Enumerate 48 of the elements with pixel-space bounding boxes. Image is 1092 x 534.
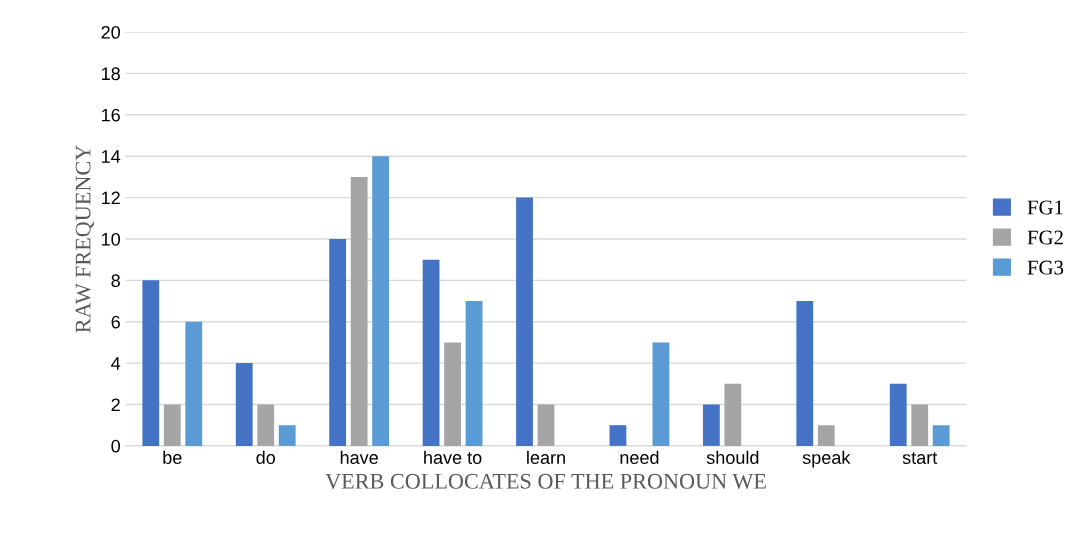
bar — [257, 404, 275, 446]
bar — [537, 404, 555, 446]
y-tick-label: 10 — [102, 232, 121, 246]
bar — [329, 238, 347, 446]
y-tick-label: 0 — [111, 439, 121, 453]
x-tick-label: start — [902, 452, 938, 465]
bar — [185, 321, 203, 446]
y-tick-label: 8 — [111, 274, 120, 288]
y-tick-label: 4 — [111, 357, 121, 370]
y-tick-label: 6 — [111, 315, 120, 329]
bar — [142, 280, 160, 446]
bar — [702, 404, 720, 446]
y-tick-label: 18 — [102, 67, 120, 81]
bar — [350, 176, 368, 446]
bar — [932, 425, 950, 446]
y-tick-label: 14 — [102, 150, 121, 163]
x-tick-label: be — [163, 450, 182, 465]
legend-label: FG3 — [1027, 260, 1064, 275]
bar — [724, 383, 742, 446]
x-tick-label: need — [620, 450, 659, 465]
bar — [444, 342, 461, 446]
x-tick-label: have — [340, 450, 378, 465]
y-tick-label: 12 — [102, 191, 120, 205]
bar — [163, 404, 181, 446]
legend-label: FG2 — [1027, 230, 1063, 245]
bar — [889, 383, 907, 446]
bar — [652, 342, 670, 446]
bar — [817, 425, 835, 446]
bar — [609, 425, 627, 446]
x-tick-label: do — [256, 450, 276, 465]
y-axis-title: RAW FREQUENCY — [75, 145, 94, 333]
bar — [235, 363, 253, 446]
bar — [372, 156, 390, 446]
x-tick-label: have to — [424, 450, 482, 465]
bar — [516, 197, 533, 446]
x-tick-label: speak — [802, 450, 851, 468]
legend-label: FG1 — [1027, 200, 1063, 215]
y-tick-label: 20 — [101, 25, 121, 39]
x-tick-label: learn — [527, 450, 565, 465]
bar — [796, 301, 814, 446]
x-tick-label: should — [706, 450, 759, 465]
bar — [278, 425, 296, 446]
bar — [422, 259, 440, 446]
y-tick-label: 2 — [111, 398, 120, 412]
bar — [911, 404, 929, 446]
bar — [465, 301, 483, 446]
x-axis-title: VERB COLLOCATES OF THE PRONOUN WE — [325, 473, 766, 489]
y-tick-label: 16 — [102, 108, 120, 122]
